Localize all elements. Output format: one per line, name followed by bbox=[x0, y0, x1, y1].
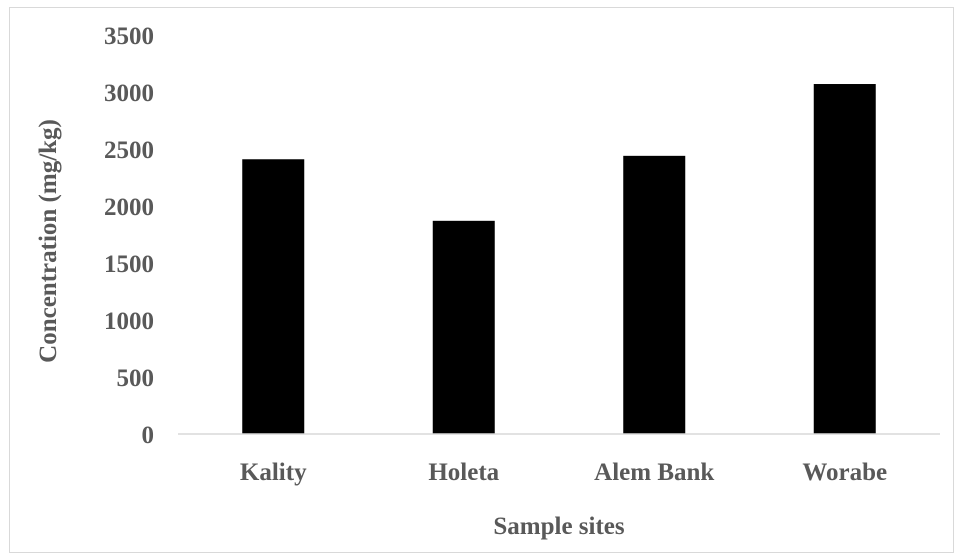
x-axis-ticks: Kality Holeta Alem Bank Worabe bbox=[240, 459, 887, 486]
bars bbox=[242, 84, 876, 435]
y-tick-label: 0 bbox=[142, 422, 155, 449]
y-tick-label: 2000 bbox=[104, 194, 154, 221]
y-axis-ticks: 0 500 1000 1500 2000 2500 3000 3500 bbox=[104, 23, 154, 449]
chart-frame bbox=[9, 7, 954, 553]
x-axis-title: Sample sites bbox=[493, 513, 625, 540]
x-tick-label: Kality bbox=[240, 459, 307, 486]
bar bbox=[623, 155, 686, 434]
y-tick-label: 500 bbox=[117, 365, 155, 392]
y-tick-label: 3500 bbox=[104, 23, 154, 50]
bar bbox=[242, 159, 305, 434]
bar bbox=[432, 220, 495, 434]
y-tick-label: 1000 bbox=[104, 308, 154, 335]
x-tick-label: Worabe bbox=[802, 459, 887, 486]
y-tick-label: 2500 bbox=[104, 137, 154, 164]
y-axis-title: Concentration (mg/kg) bbox=[35, 119, 62, 363]
x-tick-label: Holeta bbox=[428, 459, 499, 486]
y-tick-label: 1500 bbox=[104, 251, 154, 278]
bar bbox=[813, 84, 876, 435]
x-tick-label: Alem Bank bbox=[594, 459, 714, 486]
y-tick-label: 3000 bbox=[104, 80, 154, 107]
